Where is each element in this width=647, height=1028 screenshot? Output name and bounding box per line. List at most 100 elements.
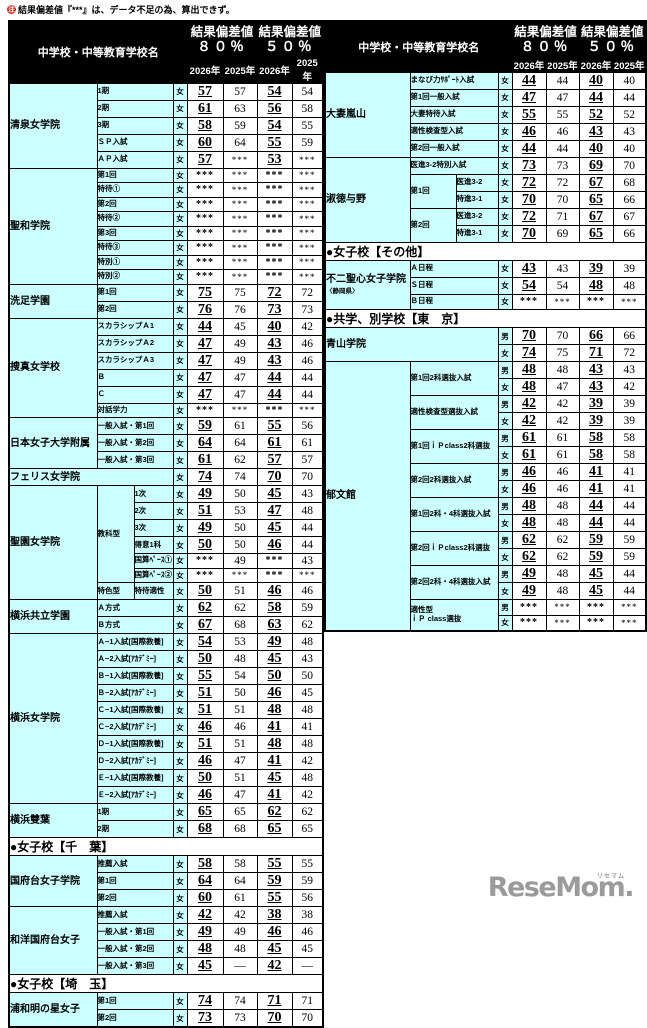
exam-type-cell: Ｄ−1入試[国際教養] (96, 735, 174, 753)
score-cell: 47 (186, 334, 224, 353)
score-cell: 71 (256, 992, 293, 1010)
table-row: 得意1科女 50 50 46 44 (9, 536, 324, 554)
score-cell: 70 (545, 327, 580, 345)
school-name: 洗足学園 (10, 295, 50, 307)
score-cell: *** (222, 402, 258, 418)
year-header: 2026年 (578, 56, 614, 73)
table-row: Ｂ日程女 *** *** *** *** (325, 293, 647, 310)
gender-cell: 男 (497, 361, 513, 379)
school-name: 清泉女学院 (10, 120, 60, 131)
exam-type-cell: 第2回2科・4科選抜入試 (409, 565, 499, 600)
score-cell: 75 (186, 283, 224, 302)
score-cell: *** (612, 599, 647, 616)
school-name: 和洋国府台女子 (10, 935, 80, 946)
score-cell: 62 (222, 599, 258, 617)
table-row: Ｄ−1入試[国際教養] 女 51 51 48 48 (9, 735, 324, 753)
score-cell: *** (291, 182, 324, 198)
gender-cell: 女 (497, 156, 513, 175)
score-cell: 53 (222, 502, 258, 520)
table-row: 横浜雙葉 1期女 65 65 62 62 (8, 803, 324, 838)
score-cell: 50 (256, 667, 293, 685)
score-cell: 57 (186, 150, 224, 169)
table-row: 女 61 61 58 58 (325, 446, 647, 464)
score-cell: 41 (256, 786, 293, 804)
section-label: ●女子校【埼 玉】 (8, 974, 324, 993)
gender-cell: 女 (172, 283, 188, 302)
gender-cell: 女 (172, 385, 188, 404)
score-cell: 47 (222, 385, 258, 404)
score-cell: 45 (291, 684, 324, 702)
gender-cell: 女 (172, 667, 188, 685)
gender-cell: 男 (497, 565, 513, 583)
table-row: 捜真女学校 スカラシップＡ1 女 44 45 40 42 (8, 317, 324, 418)
exam-type-cell: 特待③ (96, 240, 174, 256)
gender-cell: 女 (172, 735, 188, 753)
school-name: 横浜女学院 (10, 713, 60, 724)
score-cell: 51 (222, 701, 258, 719)
score-cell: 54 (256, 116, 293, 135)
exam-subtype-cell: 1次 (133, 485, 174, 503)
score-cell: 66 (612, 224, 647, 243)
score-cell: 46 (256, 923, 293, 941)
exam-subtype-cell: 医進3-2 (455, 207, 499, 226)
score-cell: 45 (186, 957, 224, 975)
score-cell: *** (186, 553, 224, 569)
score-cell: 46 (222, 718, 258, 736)
score-cell: 58 (291, 99, 324, 118)
exam-type-cell: Ｅ−1入試[国際教養] (96, 769, 174, 787)
score-cell: 48 (291, 633, 324, 651)
exam-type-cell: Ｅ−2入試[ｱｶﾃﾞﾐｰ] (96, 786, 174, 804)
score-cell: 44 (612, 514, 647, 532)
gender-cell: 女 (172, 872, 188, 890)
exam-subtype-cell: 国算ﾍﾟｰｽ① (133, 553, 174, 569)
table-row: Ｂ−2入試[ｱｶﾃﾞﾐｰ] 女 51 50 46 45 (9, 684, 324, 702)
table-row: 一般入試・第2回女 64 64 61 61 (9, 434, 324, 452)
score-cell: 46 (545, 480, 580, 498)
table-row: 不二聖心女子学院 〈静岡県〉 Ａ日程女 43 43 39 39 (324, 259, 647, 310)
exam-subtype-cell: 2次 (133, 502, 174, 520)
exam-type-cell: 第2回 (96, 196, 174, 212)
score-cell: 43 (578, 378, 614, 396)
score-cell: 56 (291, 889, 324, 907)
exam-type-cell: ＳＰ入試 (96, 133, 174, 152)
exam-type-cell: Ｂ方式 (96, 616, 174, 634)
score-cell: 54 (511, 276, 547, 295)
score-cell: 66 (578, 327, 614, 345)
score-cell: 50 (186, 536, 224, 554)
exam-type-cell: 特待② (96, 211, 174, 227)
gender-cell: 女 (497, 582, 513, 600)
score-cell: 44 (612, 88, 647, 107)
score-cell: 70 (545, 190, 580, 209)
score-cell: 42 (545, 412, 580, 430)
score-cell: 40 (612, 71, 647, 90)
score-cell: 39 (612, 412, 647, 430)
score-cell: 53 (222, 633, 258, 651)
table-row: 女 46 46 41 41 (325, 480, 647, 498)
score-cell: 71 (291, 992, 324, 1010)
score-cell: 47 (222, 786, 258, 804)
gender-cell: 女 (172, 820, 188, 838)
school-name: 捜真女学校 (10, 362, 60, 374)
table-row: 3期女 58 59 54 55 (9, 116, 324, 135)
score-cell: *** (291, 269, 324, 285)
school-name-cell: 清泉女学院 (8, 82, 98, 169)
score-cell: 48 (291, 701, 324, 719)
gender-cell: 女 (172, 402, 188, 418)
table-row: 聖和学院 第1回女 *** *** *** *** (8, 167, 324, 285)
score-cell: 61 (186, 451, 224, 469)
score-cell: 51 (186, 502, 224, 520)
score-cell: 42 (291, 752, 324, 770)
score-cell: 56 (256, 99, 293, 118)
gender-cell: 女 (497, 139, 513, 158)
score-cell: 41 (578, 480, 614, 498)
gender-cell: 女 (172, 599, 188, 617)
score-cell: 69 (578, 156, 614, 175)
table-row: 第2回女 *** *** *** *** (9, 196, 324, 212)
exam-type-cell: Ｃ−1入試[国際教養] (96, 701, 174, 719)
school-name: 日本女子大学附属 (10, 437, 90, 449)
school-name-cell: 横浜共立学園 (8, 599, 98, 634)
table-row: 第2回 医進3-2 女 72 71 67 67 (325, 207, 647, 243)
score-cell: 46 (545, 122, 580, 141)
results-table-left: 中学校・中等教育学校名 結果偏差値 ８０％ 結果偏差値 ５０％ 2026年 2025年 202… (8, 20, 324, 1028)
score-cell: 62 (545, 548, 580, 566)
